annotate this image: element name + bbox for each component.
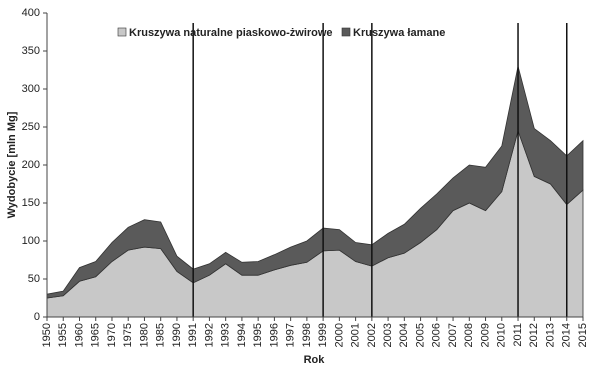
x-tick-label: 2005	[414, 323, 426, 347]
x-tick-label: 1993	[220, 323, 232, 347]
x-tick-label: 2003	[382, 323, 394, 347]
x-tick-label: 2002	[366, 323, 378, 347]
x-axis-label: Rok	[304, 354, 326, 366]
x-tick-label: 1975	[122, 323, 134, 347]
x-tick-label: 2013	[544, 323, 556, 347]
x-tick-label: 1999	[317, 323, 329, 347]
x-tick-label: 1950	[41, 323, 53, 347]
x-tick-label: 1991	[187, 323, 199, 347]
y-tick-label: 0	[34, 311, 40, 323]
x-tick-label: 2006	[431, 323, 443, 347]
x-tick-label: 2004	[398, 323, 410, 347]
legend-swatch	[341, 27, 351, 37]
x-tick-label: 1994	[236, 323, 248, 347]
y-tick-label: 50	[28, 273, 40, 285]
x-tick-label: 2009	[479, 323, 491, 347]
x-tick-label: 1980	[138, 323, 150, 347]
y-axis-label: Wydobycie [mln Mg]	[6, 111, 18, 218]
y-tick-label: 350	[22, 45, 40, 57]
x-tick-label: 1970	[106, 323, 118, 347]
x-tick-label: 1998	[301, 323, 313, 347]
x-tick-label: 1990	[171, 323, 183, 347]
x-tick-label: 1965	[90, 323, 102, 347]
x-tick-label: 2015	[577, 323, 589, 347]
x-tick-label: 1995	[252, 323, 264, 347]
x-tick-label: 2012	[528, 323, 540, 347]
y-tick-label: 250	[22, 121, 40, 133]
y-tick-label: 300	[22, 83, 40, 95]
area	[46, 66, 584, 299]
x-tick-label: 1960	[73, 323, 85, 347]
x-tick-label: 1996	[268, 323, 280, 347]
y-tick-label: 400	[22, 7, 40, 19]
x-tick-label: 2011	[512, 323, 524, 347]
legend-label: Kruszywa naturalne piaskowo-żwirowe	[129, 27, 333, 39]
y-tick-label: 100	[22, 235, 40, 247]
x-tick-label: 2000	[333, 323, 345, 347]
x-tick-label: 2014	[561, 323, 573, 347]
x-tick-label: 1955	[57, 323, 69, 347]
x-tick-label: 2008	[463, 323, 475, 347]
y-tick-label: 150	[22, 197, 40, 209]
x-tick-label: 2007	[447, 323, 459, 347]
x-tick-label: 2001	[350, 323, 362, 347]
x-tick-label: 1997	[285, 323, 297, 347]
legend-label: Kruszywa łamane	[353, 27, 445, 39]
x-tick-label: 1992	[203, 323, 215, 347]
x-tick-label: 1985	[155, 323, 167, 347]
y-tick-label: 200	[22, 159, 40, 171]
x-tick-label: 2010	[496, 323, 508, 347]
legend-swatch	[117, 27, 127, 37]
